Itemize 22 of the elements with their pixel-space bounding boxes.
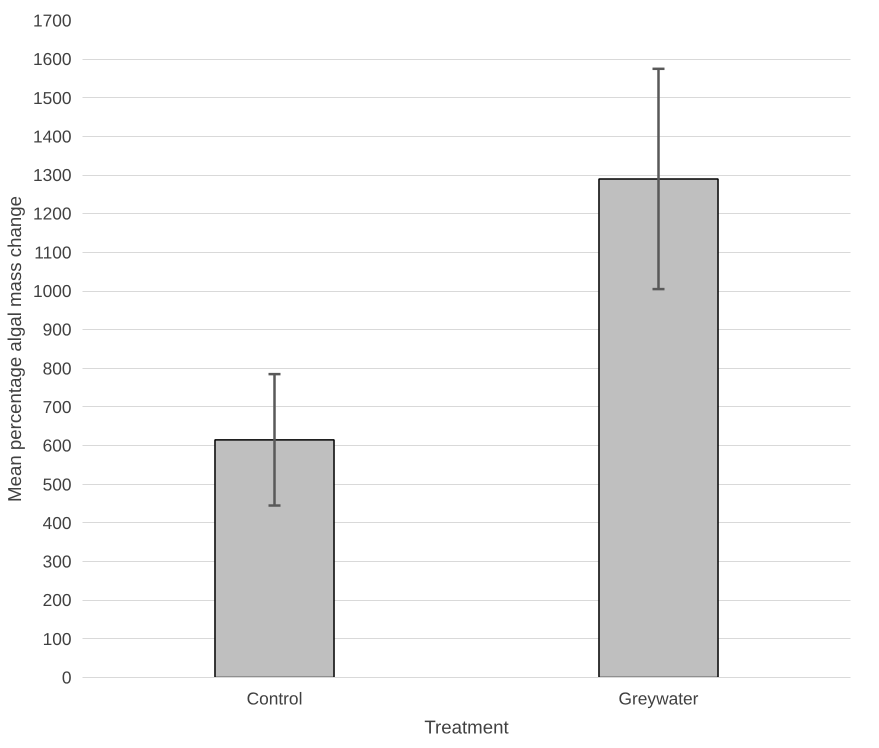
y-tick-label: 300 bbox=[42, 552, 72, 572]
y-tick-label: 1100 bbox=[34, 242, 72, 262]
y-tick-label: 600 bbox=[42, 436, 72, 456]
y-tick-label: 1300 bbox=[32, 165, 72, 186]
y-tick-label: 1600 bbox=[32, 49, 72, 70]
y-tick-label: 100 bbox=[42, 628, 72, 649]
x-axis-title: Treatment bbox=[424, 716, 510, 738]
y-tick-label: 1400 bbox=[32, 126, 72, 146]
y-tick-label: 900 bbox=[42, 320, 72, 340]
y-tick-label: 1700 bbox=[32, 10, 72, 30]
y-tick-label: 1000 bbox=[32, 281, 72, 302]
x-tick-label: Greywater bbox=[618, 688, 699, 708]
y-tick-label: 500 bbox=[42, 474, 72, 494]
y-tick-label: 800 bbox=[42, 358, 72, 378]
y-tick-label: 0 bbox=[62, 668, 72, 688]
x-tick-label: Control bbox=[246, 688, 302, 708]
y-tick-label: 400 bbox=[42, 512, 72, 533]
y-tick-label: 200 bbox=[42, 590, 72, 610]
y-tick-label: 1200 bbox=[32, 204, 72, 224]
y-tick-label: 700 bbox=[42, 396, 72, 417]
y-tick-label: 1500 bbox=[32, 88, 72, 108]
y-axis-title: Mean percentage algal mass change bbox=[4, 196, 25, 502]
